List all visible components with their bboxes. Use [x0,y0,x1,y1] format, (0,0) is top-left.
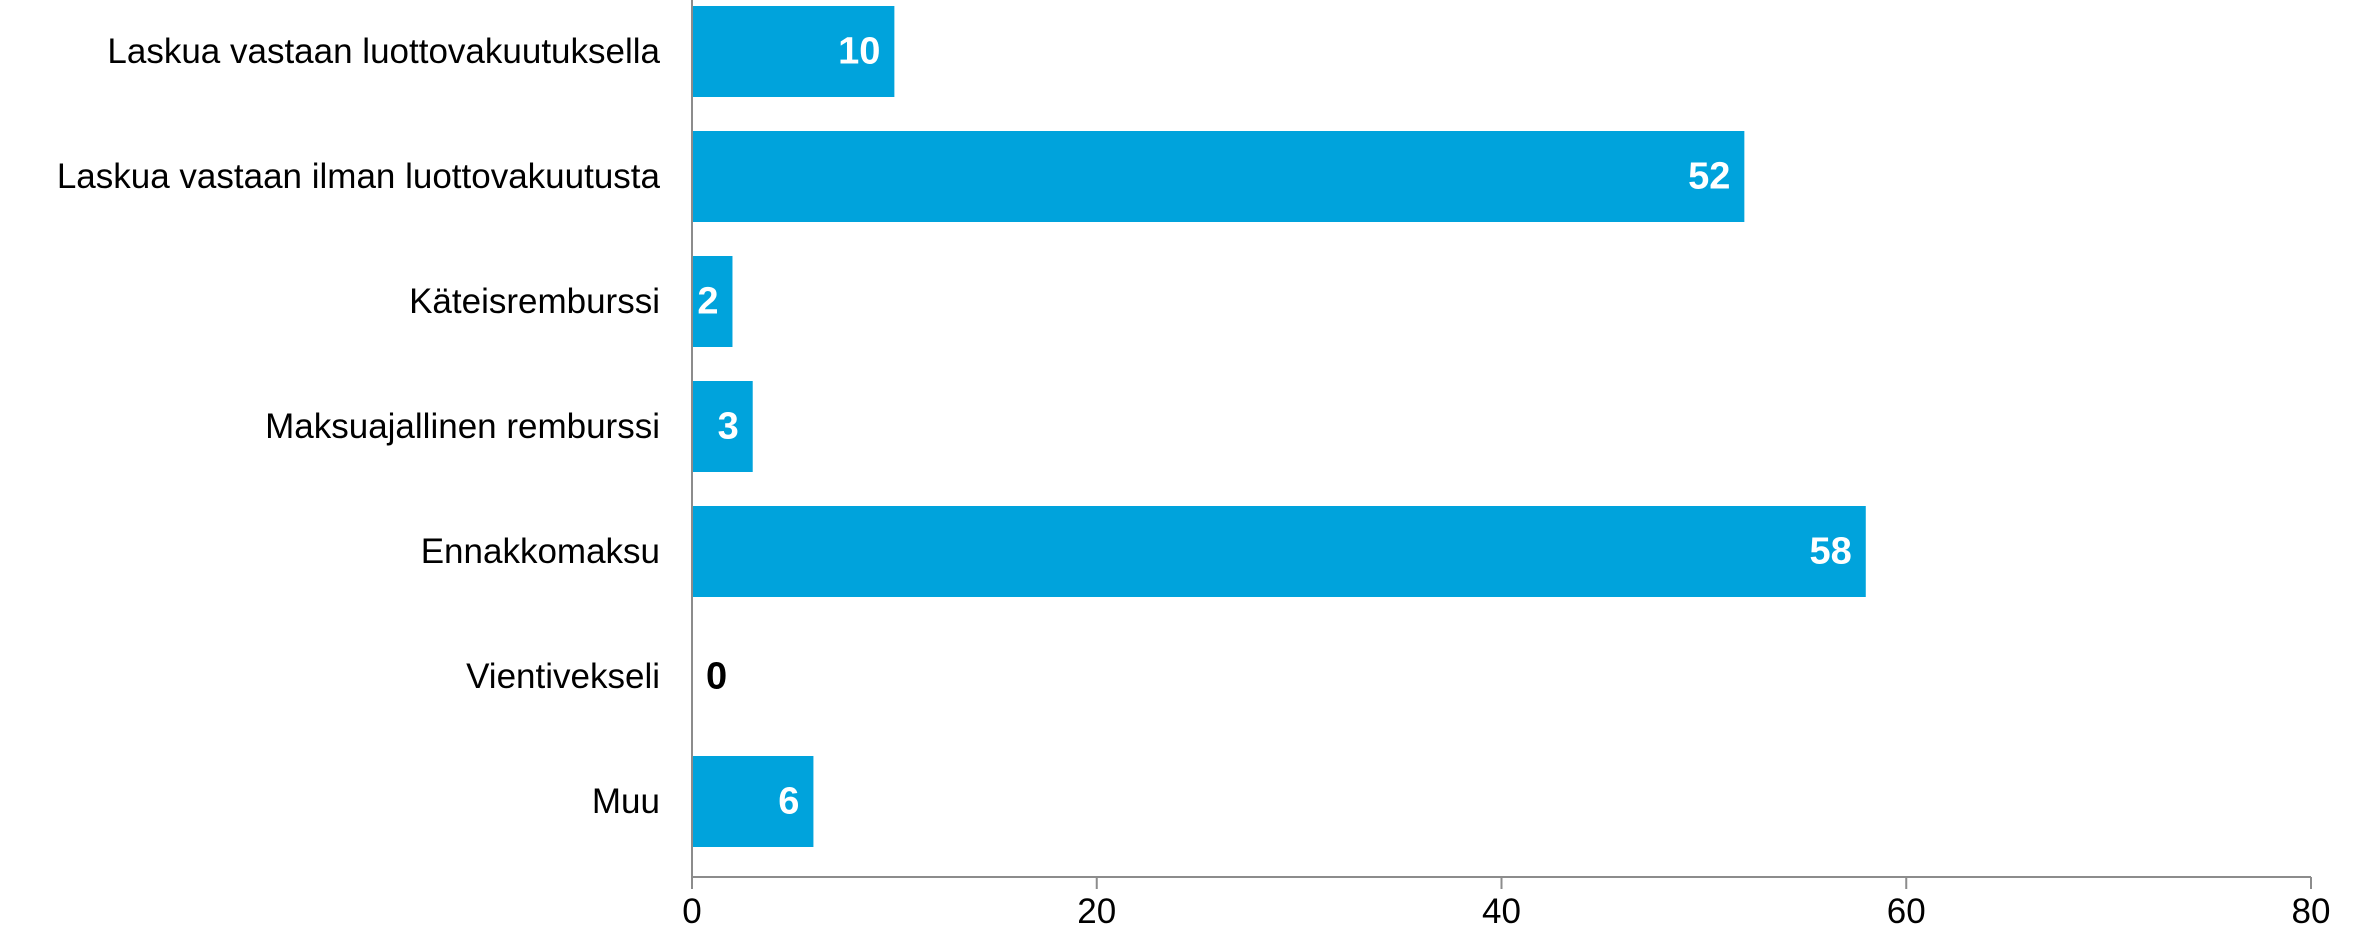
x-tick-label-20: 20 [1077,892,1116,931]
x-tick-label-0: 0 [682,892,701,931]
bar-maksuajallinen-remburssi [692,381,753,472]
category-label-laskua-vastaan-luottovakuutuksella: Laskua vastaan luottovakuutuksella [107,32,660,71]
category-label-kateisremburssi: Käteisremburssi [409,282,660,321]
category-label-vientivekseli: Vientivekseli [466,657,660,696]
category-label-muu: Muu [592,782,660,821]
bar-ennakkomaksu [692,506,1866,597]
category-label-ennakkomaksu: Ennakkomaksu [421,532,660,571]
data-label-muu: 6 [778,781,799,823]
bar-laskua-vastaan-luottovakuutuksella [692,6,895,97]
bar-kateisremburssi [692,256,733,347]
data-label-maksuajallinen-remburssi: 3 [718,406,739,448]
bars-layer [692,6,1866,847]
bar-muu [692,756,814,847]
x-tick-label-40: 40 [1482,892,1521,931]
data-label-ennakkomaksu: 58 [1809,531,1851,573]
data-label-laskua-vastaan-ilman-luottovakuutusta: 52 [1688,156,1730,198]
data-label-kateisremburssi: 2 [697,281,718,323]
category-label-laskua-vastaan-ilman-luottovakuutusta: Laskua vastaan ilman luottovakuutusta [57,157,661,196]
x-tick-label-80: 80 [2292,892,2331,931]
data-label-laskua-vastaan-luottovakuutuksella: 10 [838,31,880,73]
labels-layer: Laskua vastaan luottovakuutuksella 10 Lask… [57,31,1852,823]
data-label-vientivekseli: 0 [706,656,727,698]
x-tick-label-60: 60 [1887,892,1926,931]
bar-laskua-vastaan-ilman-luottovakuutusta [692,131,1745,222]
axis-layer: 0 20 40 60 80 [682,0,2330,931]
category-label-maksuajallinen-remburssi: Maksuajallinen remburssi [265,407,660,446]
